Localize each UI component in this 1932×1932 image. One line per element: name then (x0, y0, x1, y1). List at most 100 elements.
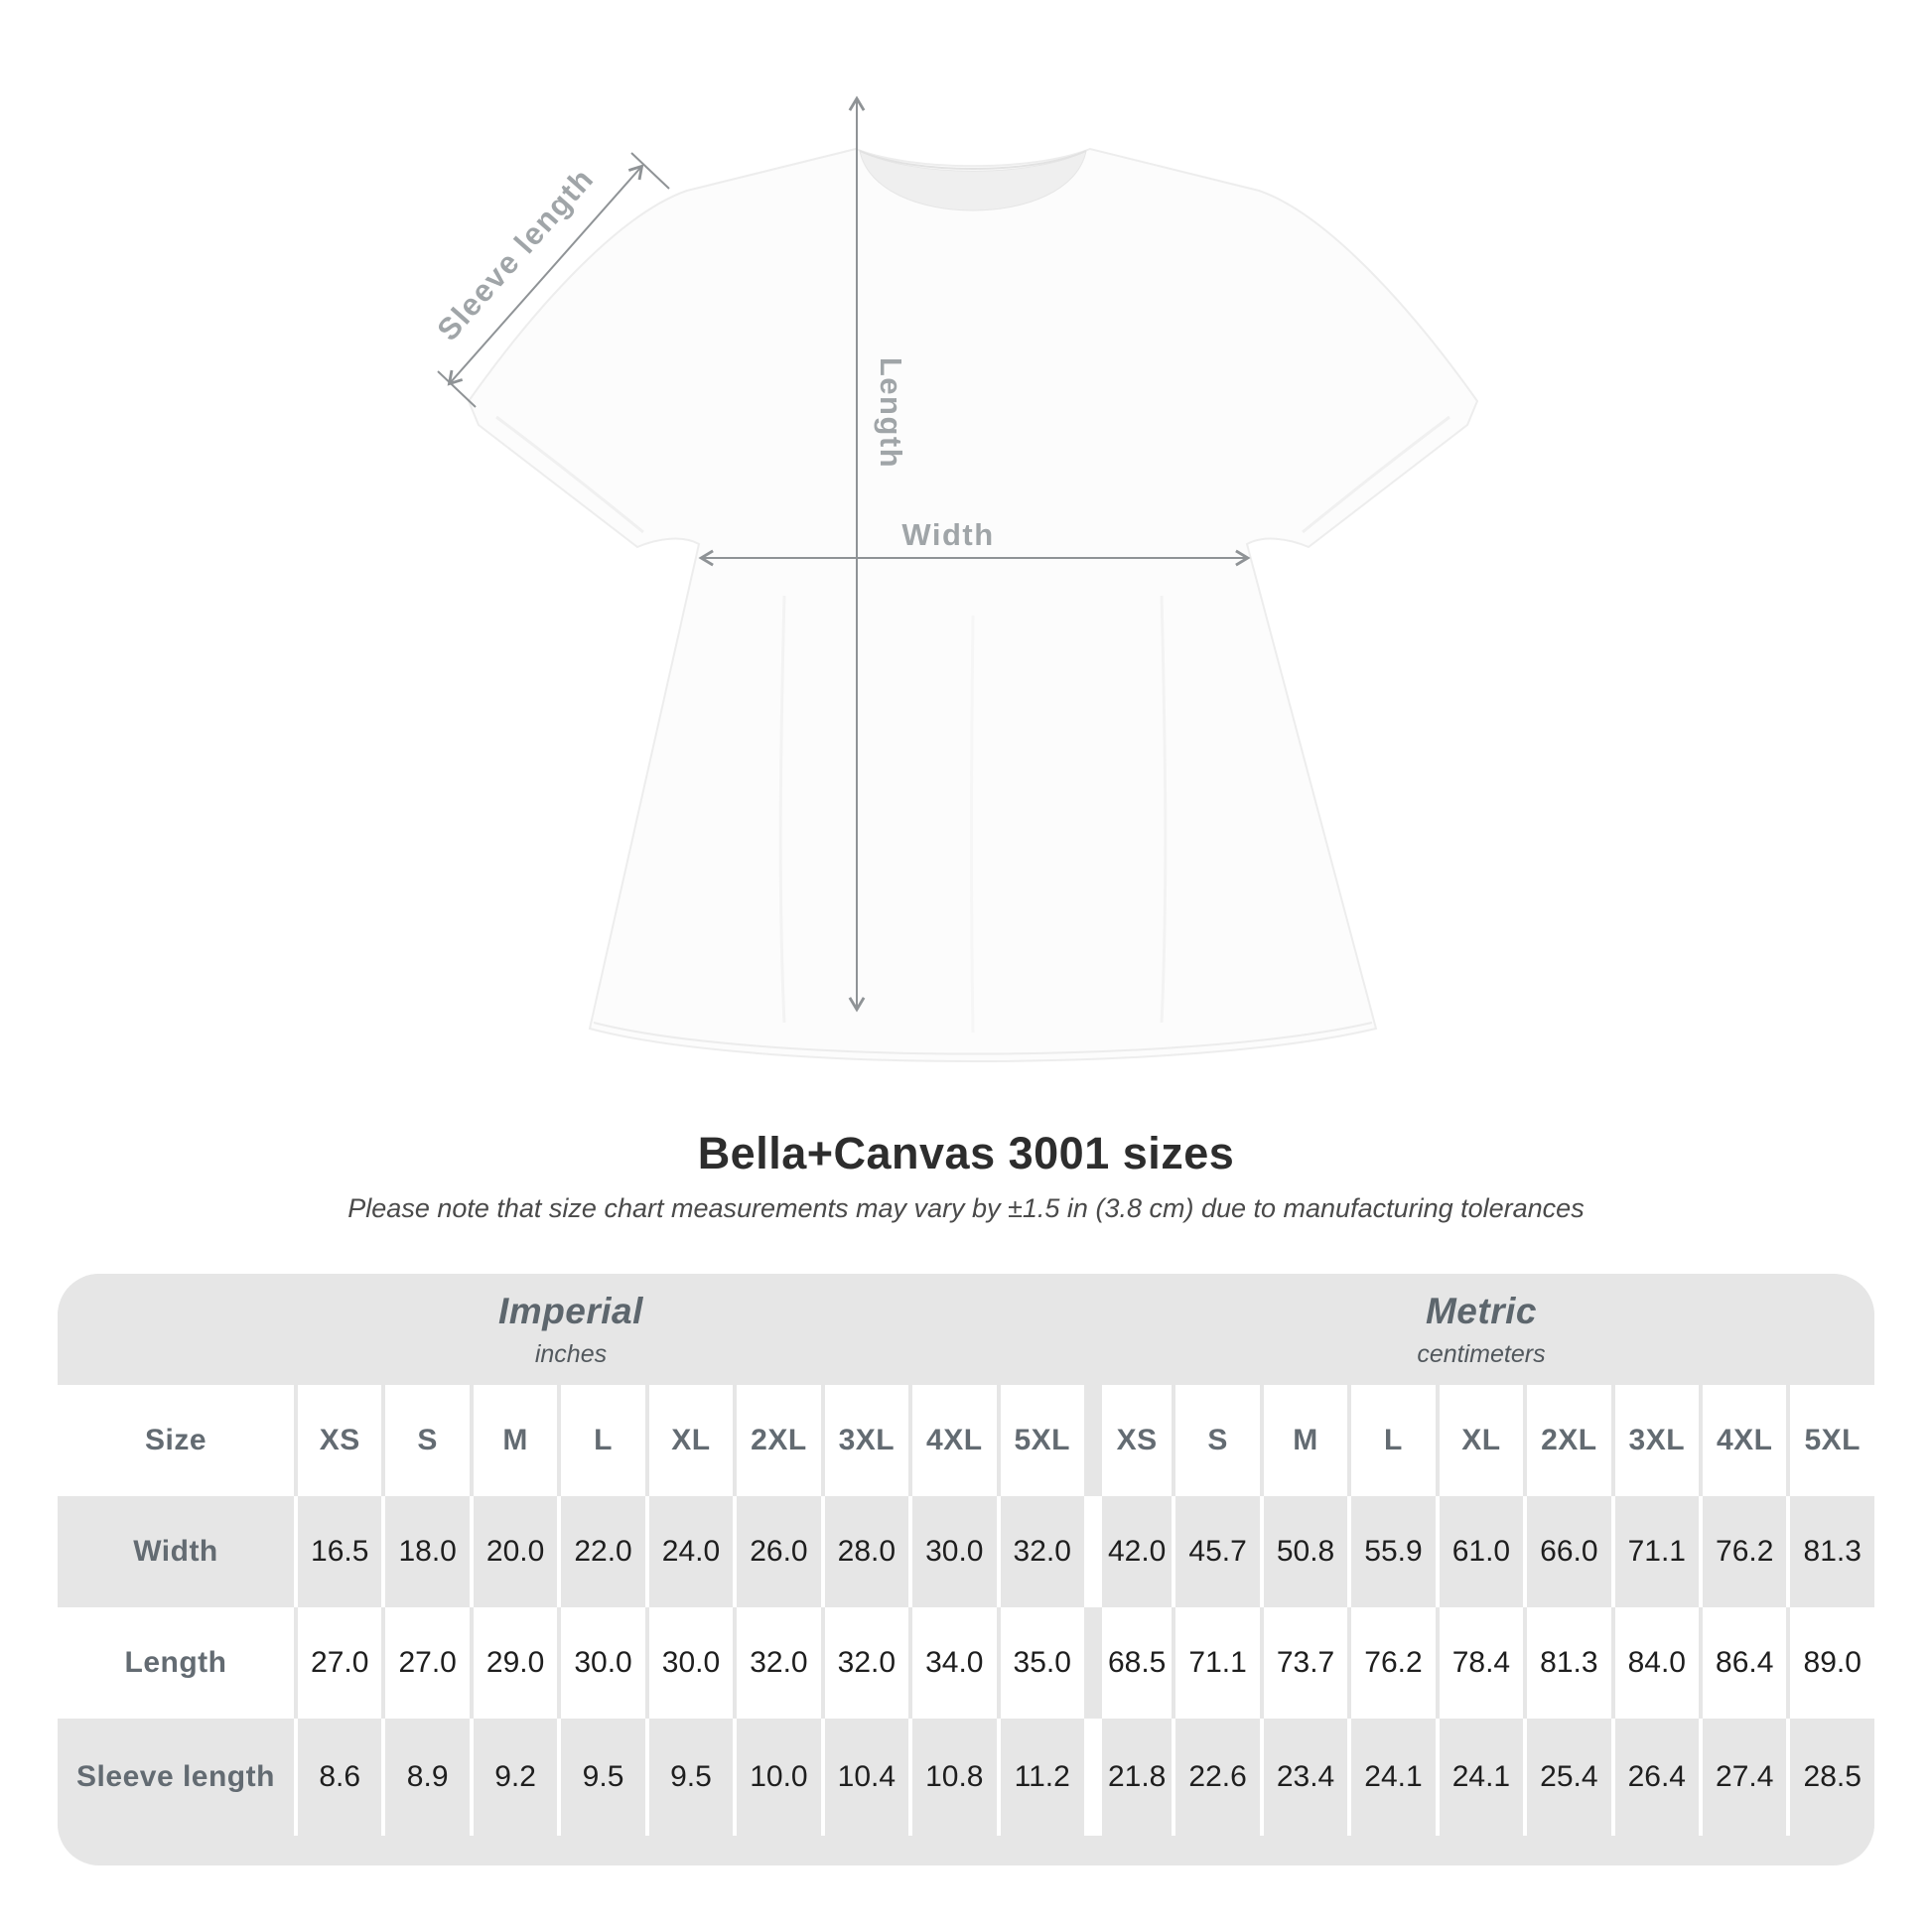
width-metric-cell: 76.2 (1699, 1496, 1787, 1607)
corner-header: Size (58, 1385, 294, 1496)
size-table: Imperial inches Metric centimeters Size … (58, 1274, 1874, 1865)
row-label: Width (58, 1496, 294, 1607)
collar (859, 150, 1087, 211)
length-label: Length (874, 357, 908, 469)
size-header-row: Size XS S M L XL 2XL 3XL 4XL 5XL XS S M … (58, 1385, 1874, 1496)
length-metric-cell: 81.3 (1523, 1607, 1611, 1719)
size-header: 4XL (1699, 1385, 1787, 1496)
length-imperial-cell: 34.0 (908, 1607, 997, 1719)
width-imperial-cell: 28.0 (820, 1496, 909, 1607)
sleeve-length-row: Sleeve length 8.6 8.9 9.2 9.5 9.5 10.0 1… (58, 1719, 1874, 1836)
width-imperial-cell: 22.0 (557, 1496, 645, 1607)
length-imperial-cell: 27.0 (381, 1607, 470, 1719)
sleeve-metric-cell: 27.4 (1699, 1719, 1787, 1836)
length-row: Length 27.0 27.0 29.0 30.0 30.0 32.0 32.… (58, 1607, 1874, 1719)
sleeve-metric-cell: 25.4 (1523, 1719, 1611, 1836)
length-imperial-cell: 32.0 (733, 1607, 821, 1719)
tshirt-measurement-diagram: Sleeve length Length Width (430, 95, 1479, 1062)
sleeve-metric-cell: 22.6 (1172, 1719, 1260, 1836)
size-header: L (1347, 1385, 1436, 1496)
sleeve-metric-cell: 26.4 (1610, 1719, 1699, 1836)
width-metric-cell: 55.9 (1347, 1496, 1436, 1607)
row-label: Length (58, 1607, 294, 1719)
left-cuff (495, 415, 644, 534)
tshirt-body (467, 147, 1479, 1062)
metric-label: Metric (1425, 1290, 1537, 1331)
sleeve-metric-cell: 24.1 (1347, 1719, 1436, 1836)
sleeve-imperial-cell: 9.5 (644, 1719, 734, 1836)
size-header: XS (1083, 1385, 1173, 1496)
width-metric-cell: 61.0 (1435, 1496, 1524, 1607)
width-metric-cell: 50.8 (1259, 1496, 1348, 1607)
length-imperial-cell: 30.0 (644, 1607, 734, 1719)
size-header: S (1172, 1385, 1260, 1496)
sleeve-imperial-cell: 9.5 (557, 1719, 645, 1836)
size-header: 3XL (1610, 1385, 1699, 1496)
imperial-group-header: Imperial inches (58, 1274, 1084, 1385)
length-metric-cell: 89.0 (1786, 1607, 1874, 1719)
size-header: 4XL (908, 1385, 997, 1496)
size-header: 2XL (733, 1385, 821, 1496)
size-header: XS (294, 1385, 382, 1496)
width-metric-cell: 42.0 (1083, 1496, 1173, 1607)
sleeve-imperial-cell: 11.2 (996, 1719, 1084, 1836)
size-header: 3XL (820, 1385, 909, 1496)
width-imperial-cell: 30.0 (908, 1496, 997, 1607)
unit-group-row: Imperial inches Metric centimeters (58, 1274, 1874, 1385)
tshirt-illustration: Sleeve length Length Width (430, 95, 1479, 1062)
size-header: XL (644, 1385, 734, 1496)
size-header: M (1259, 1385, 1348, 1496)
row-label: Sleeve length (58, 1719, 294, 1836)
size-header: S (381, 1385, 470, 1496)
length-metric-cell: 71.1 (1172, 1607, 1260, 1719)
sleeve-arrow-tick-bottom (437, 370, 477, 408)
size-header: XL (1435, 1385, 1524, 1496)
width-imperial-cell: 18.0 (381, 1496, 470, 1607)
width-metric-cell: 66.0 (1523, 1496, 1611, 1607)
size-header: L (557, 1385, 645, 1496)
width-imperial-cell: 20.0 (469, 1496, 558, 1607)
sleeve-metric-cell: 24.1 (1435, 1719, 1524, 1836)
imperial-unit: inches (534, 1339, 608, 1368)
width-metric-cell: 71.1 (1610, 1496, 1699, 1607)
page-title: Bella+Canvas 3001 sizes (697, 1128, 1235, 1178)
length-metric-cell: 84.0 (1610, 1607, 1699, 1719)
sleeve-metric-cell: 21.8 (1083, 1719, 1173, 1836)
size-header: 5XL (1786, 1385, 1874, 1496)
length-metric-cell: 78.4 (1435, 1607, 1524, 1719)
width-metric-cell: 81.3 (1786, 1496, 1874, 1607)
length-imperial-cell: 32.0 (820, 1607, 909, 1719)
tolerance-note: Please note that size chart measurements… (347, 1193, 1585, 1223)
imperial-label: Imperial (498, 1290, 643, 1331)
sleeve-imperial-cell: 10.8 (908, 1719, 997, 1836)
sleeve-metric-cell: 23.4 (1259, 1719, 1348, 1836)
length-imperial-cell: 29.0 (469, 1607, 558, 1719)
sleeve-imperial-cell: 10.0 (733, 1719, 821, 1836)
length-metric-cell: 86.4 (1699, 1607, 1787, 1719)
right-cuff (1302, 415, 1450, 534)
width-row: Width 16.5 18.0 20.0 22.0 24.0 26.0 28.0… (58, 1496, 1874, 1607)
length-metric-cell: 73.7 (1259, 1607, 1348, 1719)
metric-unit: centimeters (1417, 1339, 1546, 1368)
length-imperial-cell: 27.0 (294, 1607, 382, 1719)
width-label: Width (901, 517, 994, 552)
width-imperial-cell: 24.0 (644, 1496, 734, 1607)
size-chart-page: Sleeve length Length Width Bella+Canvas … (58, 95, 1874, 1865)
sleeve-metric-cell: 28.5 (1786, 1719, 1874, 1836)
length-imperial-cell: 35.0 (996, 1607, 1084, 1719)
sleeve-length-arrow (447, 164, 644, 386)
sleeve-imperial-cell: 8.6 (294, 1719, 382, 1836)
dimension-arrows (437, 95, 1251, 1013)
hem-shadow (593, 1022, 1373, 1055)
sleeve-imperial-cell: 9.2 (469, 1719, 558, 1836)
length-metric-cell: 76.2 (1347, 1607, 1436, 1719)
width-imperial-cell: 26.0 (733, 1496, 821, 1607)
sleeve-arrow-tick-top (630, 152, 670, 190)
length-imperial-cell: 30.0 (557, 1607, 645, 1719)
size-header: 2XL (1523, 1385, 1611, 1496)
length-metric-cell: 68.5 (1083, 1607, 1173, 1719)
width-imperial-cell: 16.5 (294, 1496, 382, 1607)
metric-group-header: Metric centimeters (1083, 1274, 1874, 1385)
width-metric-cell: 45.7 (1172, 1496, 1260, 1607)
sleeve-imperial-cell: 8.9 (381, 1719, 470, 1836)
